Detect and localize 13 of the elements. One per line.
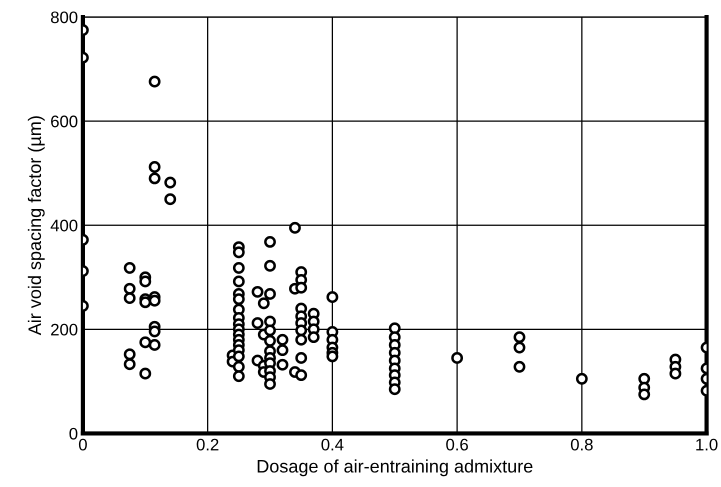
x-tick-label: 0 — [78, 438, 87, 451]
y-tick-label: 0 — [69, 428, 78, 440]
y-tick-label: 800 — [50, 11, 78, 24]
x-tick-label: 0.4 — [321, 438, 344, 451]
x-tick-label: 0.6 — [446, 438, 468, 451]
x-tick-label: 0.2 — [196, 438, 218, 451]
y-tick-label: 400 — [50, 220, 78, 232]
x-tick-label: 1.0 — [696, 438, 718, 451]
y-tick-label: 600 — [51, 116, 78, 128]
y-axis-title: Air void spacing factor (µm) — [28, 116, 45, 336]
x-axis-title: Dosage of air-entraining admixture — [258, 459, 532, 476]
y-tick-label: 200 — [51, 324, 78, 336]
x-tick-label: 0.8 — [570, 438, 593, 451]
